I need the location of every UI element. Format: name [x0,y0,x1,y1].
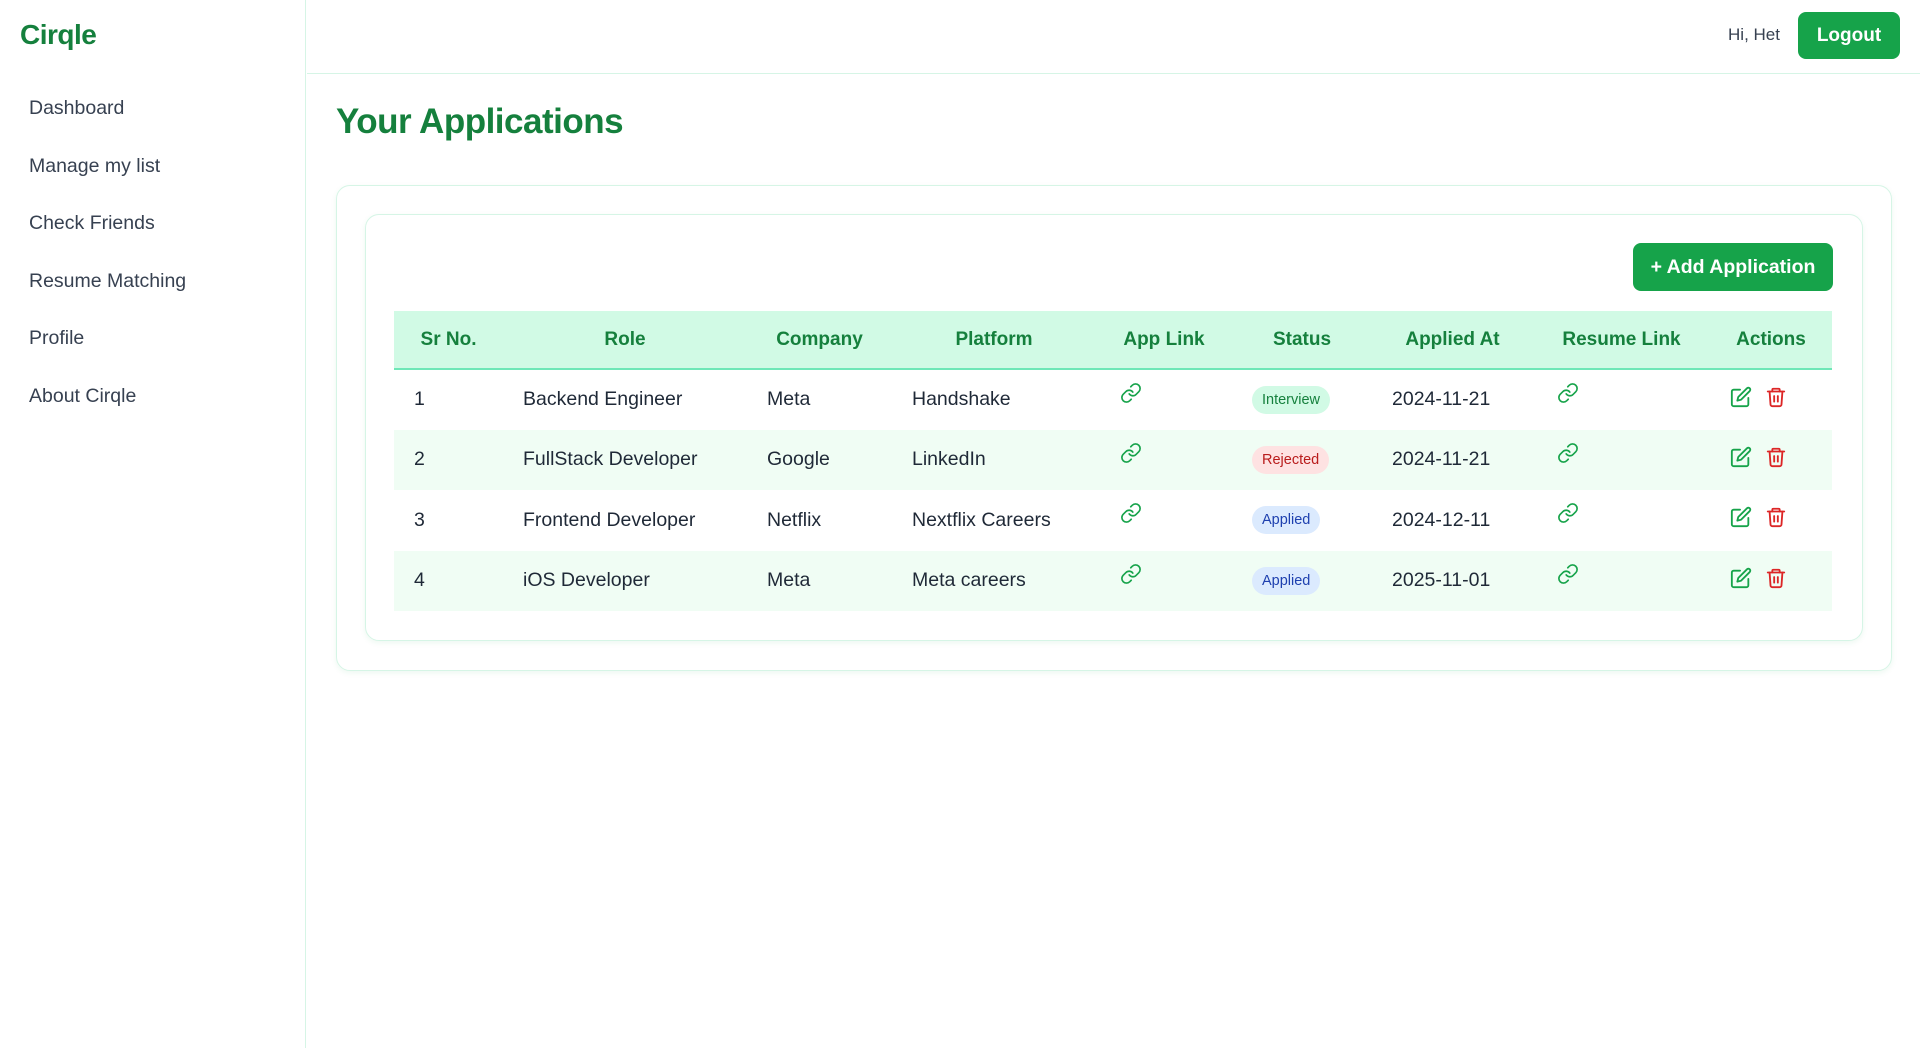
cell-applied-at: 2025-11-01 [1392,569,1491,592]
cell-app-link [1096,430,1232,491]
cell-applied-at: 2024-12-11 [1392,508,1491,531]
cell-sr-no: 4 [414,569,425,592]
resume-link-icon[interactable] [1557,442,1579,470]
trash-icon[interactable] [1765,386,1787,414]
cell-resume-link [1533,369,1710,430]
status-badge: Applied [1252,506,1321,535]
sidebar-item-check-friends[interactable]: Check Friends [29,212,155,234]
cell-platform: LinkedIn [912,448,986,471]
sidebar: Cirqle Dashboard Manage my list Check Fr… [0,0,306,1048]
cell-status: Rejected [1232,430,1372,491]
edit-icon[interactable] [1730,567,1752,595]
cell-company: Google [767,448,830,471]
app-link-icon[interactable] [1120,502,1142,530]
cell-resume-link [1533,430,1710,491]
cell-status: Applied [1232,551,1372,612]
column-header-platform: Platform [892,311,1096,370]
cell-role: FullStack Developer [523,448,698,471]
cell-actions [1710,430,1832,491]
cell-resume-link [1533,551,1710,612]
applications-table: Sr No. Role Company Platform App Link St… [394,311,1832,611]
cell-company: Meta [767,569,811,592]
user-greeting: Hi, Het [1728,25,1780,44]
table-header-row: Sr No. Role Company Platform App Link St… [394,311,1832,370]
column-header-role: Role [503,311,747,370]
app-link-icon[interactable] [1120,563,1142,591]
cell-app-link [1096,551,1232,612]
trash-icon[interactable] [1765,446,1787,474]
app-link-icon[interactable] [1120,382,1142,410]
sidebar-nav: Dashboard Manage my list Check Friends R… [0,80,306,425]
trash-icon[interactable] [1765,567,1787,595]
cell-role: iOS Developer [523,569,650,592]
edit-icon[interactable] [1730,386,1752,414]
top-bar: Hi, Het Logout [307,0,1920,74]
edit-icon[interactable] [1730,446,1752,474]
page-title: Your Applications [336,102,624,141]
column-header-app-link: App Link [1096,311,1232,370]
cell-sr-no: 1 [414,388,425,411]
cell-role: Backend Engineer [523,388,683,411]
applications-card: + Add Application Sr No. Role Company Pl… [336,185,1892,671]
cell-company: Netflix [767,508,822,531]
cell-sr-no: 3 [414,508,425,531]
add-application-button[interactable]: + Add Application [1633,243,1833,291]
trash-icon[interactable] [1765,506,1787,534]
table-row: 1 Backend Engineer Meta Handshake Interv… [394,369,1832,430]
applications-panel: + Add Application Sr No. Role Company Pl… [365,214,1863,641]
table-row: 2 FullStack Developer Google LinkedIn Re… [394,429,1832,491]
table-row: 3 Frontend Developer Netflix Nextflix Ca… [394,490,1832,551]
cell-actions [1710,490,1832,551]
sidebar-item-about-cirqle[interactable]: About Cirqle [29,384,137,407]
cell-resume-link [1533,490,1710,551]
cell-platform: Handshake [912,388,1011,411]
app-link-icon[interactable] [1120,442,1142,470]
cell-actions [1710,369,1832,430]
resume-link-icon[interactable] [1557,563,1579,591]
cell-platform: Nextflix Careers [912,508,1051,531]
cell-status: Interview [1232,369,1372,430]
column-header-applied-at: Applied At [1372,311,1533,370]
cell-role: Frontend Developer [523,508,696,531]
sidebar-item-manage-my-list[interactable]: Manage my list [29,154,161,177]
status-badge: Applied [1252,566,1321,595]
status-badge: Rejected [1252,445,1330,474]
brand-logo[interactable]: Cirqle [20,19,97,50]
column-header-status: Status [1232,311,1372,370]
cell-status: Applied [1232,490,1372,551]
cell-actions [1710,551,1832,612]
cell-company: Meta [767,388,811,411]
cell-app-link [1096,369,1232,430]
logout-button[interactable]: Logout [1798,12,1900,59]
column-header-sr-no: Sr No. [394,311,503,370]
cell-applied-at: 2024-11-21 [1392,448,1491,471]
table-row: 4 iOS Developer Meta Meta careers Applie… [394,550,1832,612]
cell-platform: Meta careers [912,569,1026,592]
cell-applied-at: 2024-11-21 [1392,388,1491,411]
cell-sr-no: 2 [414,448,425,471]
edit-icon[interactable] [1730,506,1752,534]
cell-app-link [1096,490,1232,551]
column-header-resume-link: Resume Link [1533,311,1710,370]
column-header-company: Company [747,311,892,370]
sidebar-item-resume-matching[interactable]: Resume Matching [29,269,187,292]
status-badge: Interview [1252,385,1331,414]
sidebar-item-dashboard[interactable]: Dashboard [29,97,125,119]
column-header-actions: Actions [1710,311,1832,370]
resume-link-icon[interactable] [1557,502,1579,530]
resume-link-icon[interactable] [1557,382,1579,410]
sidebar-item-profile[interactable]: Profile [29,327,85,349]
